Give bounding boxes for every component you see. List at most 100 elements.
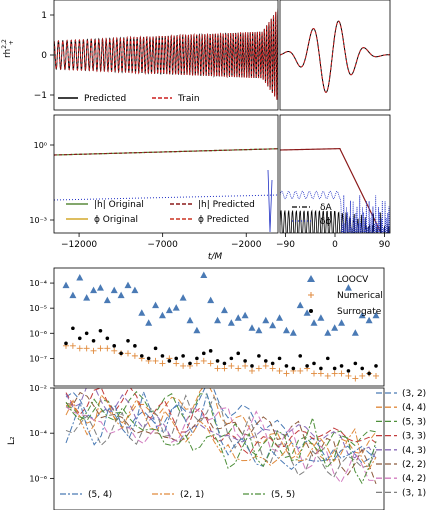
legend-label-numerical: Numerical	[337, 291, 383, 301]
legend-label-phi-original: ϕ Original	[94, 215, 138, 225]
amp-phase-x-ticks: −12000 −7000 −2000 −90 0 90	[61, 233, 390, 250]
delta-phi-spike	[267, 169, 273, 233]
numerical-point	[90, 347, 97, 354]
loocv-point	[90, 286, 98, 294]
loocv-point	[83, 294, 91, 301]
legend-marker-loocv	[307, 275, 315, 282]
numerical-point	[359, 372, 366, 379]
surrogate-point	[243, 359, 247, 363]
surrogate-point	[353, 361, 358, 366]
loocv-point	[131, 286, 139, 294]
loocv-point	[186, 316, 194, 324]
loocv-point	[76, 274, 84, 281]
loocv-point	[158, 311, 166, 319]
loocv-point	[103, 296, 111, 304]
legend-label-predicted: Predicted	[84, 94, 126, 104]
loocv-point	[324, 329, 332, 336]
numerical-point	[262, 362, 269, 369]
surrogate-point	[112, 344, 117, 348]
strain-y-label: rh2,2+	[1, 39, 15, 58]
loocv-point	[193, 326, 201, 334]
l2-series-line	[65, 394, 377, 479]
numerical-point	[269, 365, 276, 372]
loocv-y-tick-label: 10⁻⁴	[29, 279, 47, 288]
amp-phase-x-tick-label: 0	[332, 240, 338, 250]
surrogate-point	[167, 359, 172, 363]
surrogate-point	[319, 366, 323, 371]
surrogate-point	[367, 371, 371, 376]
numerical-point	[152, 357, 159, 364]
numerical-point	[311, 370, 317, 377]
l2-legend-bottom: (5, 4) (2, 1) (5, 5)	[60, 490, 295, 500]
strain-panel: 1 0 −1 rh2,2+ Predicted Train	[1, 0, 391, 111]
surrogate-point	[332, 366, 337, 371]
delta-phi-line	[54, 194, 278, 201]
l2-y-tick-label: 10⁻⁴	[29, 429, 47, 438]
numerical-point	[104, 345, 111, 352]
surrogate-point	[84, 331, 89, 336]
surrogate-point	[201, 351, 206, 356]
numerical-point	[352, 375, 359, 382]
surrogate-point	[374, 364, 378, 368]
numerical-point	[131, 352, 138, 359]
loocv-point	[303, 309, 311, 316]
l2-curves	[65, 388, 377, 485]
numerical-point	[173, 360, 180, 367]
l2-series-line	[65, 388, 377, 464]
legend-label-l2: (3, 1)	[402, 488, 426, 498]
legend-label-delta-phi: δϕ	[320, 217, 332, 227]
loocv-point	[331, 324, 339, 331]
numerical-point	[373, 372, 379, 379]
surrogate-point	[64, 341, 68, 346]
amp-phase-y-tick-label: 10⁻³	[29, 216, 47, 225]
legend-label-l2: (4, 3)	[402, 446, 426, 456]
l2-legend-right: (3, 2) (4, 4) (5, 3) (3, 3) (4, 3) (2, 2) (4, …	[376, 389, 426, 498]
numerical-point	[193, 360, 200, 367]
loocv-point	[172, 304, 180, 311]
surrogate-point	[339, 364, 344, 368]
surrogate-point	[270, 361, 275, 366]
surrogate-point	[188, 361, 192, 366]
strain-y-tick-label: 1	[41, 11, 47, 21]
surrogate-point	[181, 354, 185, 358]
loocv-point	[365, 316, 373, 324]
surrogate-point	[208, 349, 213, 353]
legend-label-train: Train	[177, 94, 200, 104]
surrogate-point	[91, 339, 96, 343]
l2-y-tick-label: 10⁻²	[29, 384, 47, 393]
legend-label-l2: (4, 4)	[402, 403, 426, 413]
numerical-point	[214, 365, 221, 372]
numerical-point	[235, 365, 242, 372]
loocv-point	[269, 321, 277, 329]
legend-label-l2: (2, 1)	[180, 490, 204, 500]
loocv-point	[351, 329, 359, 336]
loocv-point	[117, 291, 125, 299]
l2-series-line	[65, 388, 377, 456]
loocv-point	[145, 319, 153, 326]
loocv-point	[248, 324, 256, 331]
amp-phase-curves-left	[54, 115, 278, 233]
strain-train-line	[54, 8, 278, 100]
merger-predicted-line	[280, 20, 390, 93]
loocv-point	[358, 311, 366, 319]
loocv-panel: 10⁻⁴ 10⁻⁵ 10⁻⁶ 10⁻⁷ LOOCV Numerical Surroga…	[29, 267, 385, 387]
loocv-y-tick-label: 10⁻⁵	[29, 304, 47, 313]
amp-phase-curves-right	[280, 148, 390, 233]
legend-label-surrogate: Surrogate	[337, 307, 382, 317]
surrogate-point	[312, 361, 316, 366]
merger-delta-phi-line	[280, 190, 390, 233]
loocv-point	[317, 314, 325, 321]
strain-axes-right	[279, 0, 391, 111]
loocv-point	[255, 326, 263, 334]
loocv-point	[214, 316, 222, 324]
surrogate-point	[305, 364, 309, 368]
amp-phase-x-tick-label: −7000	[147, 240, 178, 250]
legend-label-h-original: |h| Original	[94, 200, 144, 210]
numerical-point	[97, 345, 104, 352]
numerical-point	[180, 362, 187, 369]
surrogate-point	[257, 354, 261, 358]
legend-label-l2: (5, 3)	[402, 417, 426, 427]
surrogate-point	[71, 326, 75, 331]
strain-waveform-merger	[280, 20, 390, 93]
loocv-point	[234, 314, 242, 321]
